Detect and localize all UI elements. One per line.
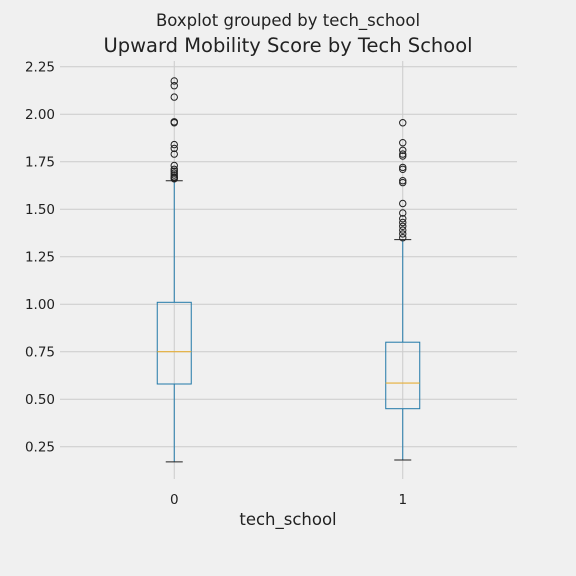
outlier-point	[399, 139, 407, 147]
outlier-point	[399, 165, 407, 174]
chart-suptitle: Boxplot grouped by tech_school	[156, 11, 420, 31]
outlier-point	[170, 167, 178, 175]
outlier-point	[170, 169, 178, 177]
outlier-point	[170, 173, 178, 181]
outlier-point	[399, 222, 407, 231]
outlier-point	[399, 234, 407, 242]
outlier-point	[399, 178, 407, 187]
x-tick-label: 1	[398, 492, 407, 508]
y-tick-label: 1.50	[25, 202, 55, 218]
y-tick-label: 0.50	[25, 392, 55, 408]
y-tick-label: 2.25	[25, 60, 55, 76]
box-group-0	[156, 77, 192, 463]
box-group-1	[385, 119, 421, 461]
chart-title: Upward Mobility Score by Tech School	[103, 34, 472, 57]
outlier-point	[399, 163, 407, 172]
outlier-point	[170, 161, 178, 170]
x-tick-label: 0	[170, 492, 179, 508]
outlier-point	[170, 165, 178, 174]
y-tick-label: 2.00	[25, 107, 55, 123]
outlier-point	[170, 93, 178, 101]
outlier-point	[399, 150, 407, 158]
outlier-point	[399, 152, 407, 160]
y-tick-label: 0.25	[25, 440, 55, 456]
outlier-point	[399, 177, 407, 185]
y-tick-label: 1.00	[25, 297, 55, 313]
grid	[60, 61, 517, 479]
outlier-point	[170, 118, 178, 126]
outlier-point	[399, 146, 407, 155]
outlier-point	[170, 171, 178, 179]
boxes	[156, 77, 421, 463]
outlier-point	[399, 209, 407, 217]
outlier-point	[399, 119, 407, 127]
outlier-point	[399, 218, 407, 227]
outlier-point	[399, 199, 407, 208]
outlier-point	[399, 230, 407, 238]
outlier-point	[170, 140, 178, 149]
outlier-point	[170, 144, 178, 153]
outlier-point	[170, 77, 178, 85]
y-tick-label: 1.25	[25, 250, 55, 266]
outlier-point	[399, 226, 407, 234]
iqr-box	[156, 301, 192, 385]
iqr-box	[385, 341, 421, 410]
outlier-point	[170, 150, 178, 158]
outlier-point	[170, 82, 178, 90]
outlier-point	[399, 215, 407, 223]
y-tick-label: 0.75	[25, 345, 55, 361]
x-axis-label: tech_school	[239, 510, 336, 530]
y-tick-label: 1.75	[25, 155, 55, 171]
y-axis: 0.25 0.50 0.75 1.00 1.25 1.50 1.75 2.00 2.25	[25, 60, 55, 456]
